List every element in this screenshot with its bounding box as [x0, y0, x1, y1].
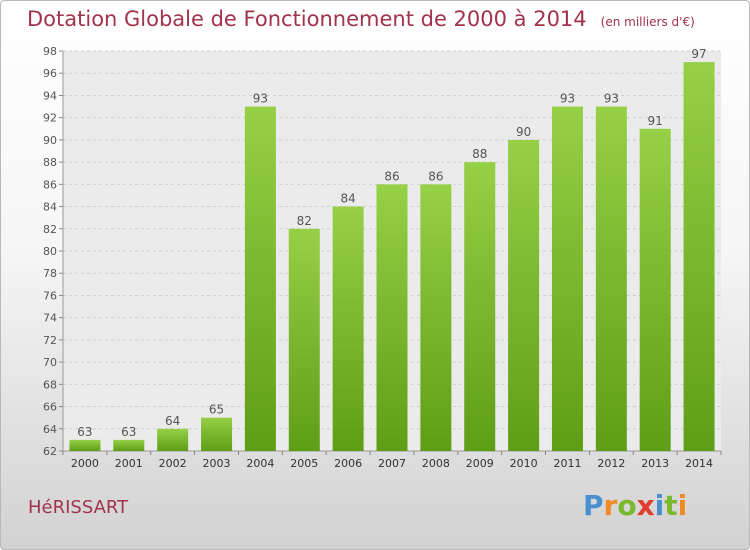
bar [201, 417, 233, 451]
bar-value-label: 63 [77, 425, 92, 439]
bar-value-label: 93 [560, 92, 575, 106]
y-tick-label: 76 [43, 289, 57, 302]
x-tick-label: 2011 [553, 457, 581, 470]
logo-letter: x [636, 489, 655, 522]
bar [69, 439, 101, 451]
x-tick-label: 2002 [159, 457, 187, 470]
y-tick-label: 70 [43, 356, 57, 369]
y-tick-label: 80 [43, 245, 57, 258]
bar [551, 106, 583, 452]
x-tick-label: 2008 [422, 457, 450, 470]
logo-letter: i [677, 489, 688, 522]
x-tick-label: 2006 [334, 457, 362, 470]
logo-letter: i [654, 489, 665, 522]
y-tick-label: 64 [43, 423, 57, 436]
bar-value-label: 82 [297, 214, 312, 228]
x-tick-label: 2014 [685, 457, 713, 470]
x-tick-label: 2003 [203, 457, 231, 470]
bar [595, 106, 627, 452]
chart-title: Dotation Globale de Fonctionnement de 20… [27, 7, 587, 31]
y-tick-label: 68 [43, 378, 57, 391]
bar [420, 184, 452, 452]
y-tick-label: 88 [43, 156, 57, 169]
y-tick-label: 90 [43, 134, 57, 147]
bar-value-label: 65 [209, 403, 224, 417]
bar [332, 206, 364, 451]
bars [69, 62, 715, 452]
bar-value-label: 84 [340, 192, 355, 206]
bar [683, 62, 715, 451]
y-tick-label: 72 [43, 334, 57, 347]
x-tick-label: 2001 [115, 457, 143, 470]
chart-title-block: Dotation Globale de Fonctionnement de 20… [27, 7, 695, 31]
logo-letter: o [617, 489, 637, 522]
x-tick-label: 2007 [378, 457, 406, 470]
y-tick-label: 82 [43, 223, 57, 236]
chart-subtitle: (en milliers d'€) [600, 15, 695, 29]
y-tick-label: 92 [43, 112, 57, 125]
bar [639, 128, 671, 451]
x-tick-label: 2004 [246, 457, 274, 470]
commune-name: HéRISSART [28, 497, 129, 518]
x-tick-label: 2000 [71, 457, 99, 470]
y-tick-label: 74 [43, 312, 57, 325]
y-tick-label: 98 [43, 45, 57, 58]
x-tick-label: 2013 [641, 457, 669, 470]
y-tick-label: 96 [43, 67, 57, 80]
bar-value-label: 93 [253, 92, 268, 106]
bar-value-label: 90 [516, 125, 531, 139]
labels: 62 64 66 68 70 72 74 76 78 80 82 84 86 88 90 92 94 96 98 63… [43, 45, 713, 470]
bar-value-label: 91 [648, 114, 663, 128]
x-tick-label: 2005 [290, 457, 318, 470]
bar [244, 106, 276, 452]
x-tick-label: 2009 [466, 457, 494, 470]
proxiti-logo[interactable]: Proxiti [583, 489, 687, 522]
bar-value-label: 63 [121, 425, 136, 439]
y-tick-label: 86 [43, 178, 57, 191]
x-tick-label: 2010 [510, 457, 538, 470]
bar [113, 439, 145, 451]
logo-letter: t [664, 489, 678, 522]
bar [288, 228, 320, 451]
y-tick-label: 84 [43, 201, 57, 214]
bar [157, 428, 189, 451]
y-tick-label: 94 [43, 89, 57, 102]
bar [464, 162, 496, 451]
bar-value-label: 64 [165, 414, 180, 428]
y-tick-label: 66 [43, 401, 57, 414]
logo-letter: r [603, 489, 618, 522]
bar [376, 184, 408, 452]
bar-value-label: 97 [691, 47, 706, 61]
y-tick-label: 78 [43, 267, 57, 280]
bar-value-label: 86 [384, 169, 399, 183]
bar-value-label: 93 [604, 92, 619, 106]
bar [508, 139, 540, 451]
bar-value-label: 86 [428, 169, 443, 183]
y-tick-label: 62 [43, 445, 57, 458]
logo-letter: P [583, 489, 604, 522]
x-tick-label: 2012 [597, 457, 625, 470]
bar-value-label: 88 [472, 147, 487, 161]
